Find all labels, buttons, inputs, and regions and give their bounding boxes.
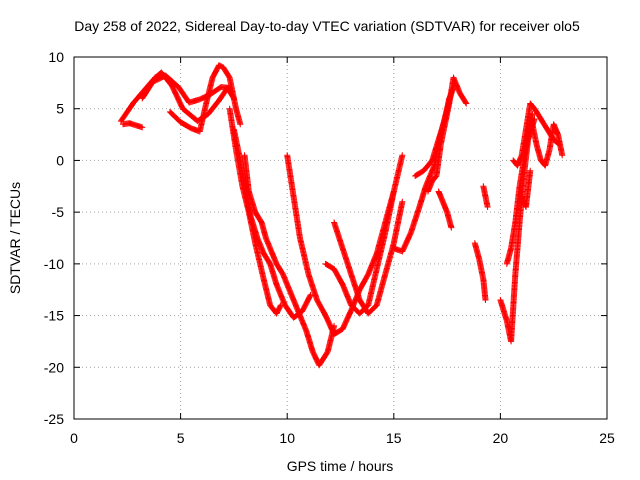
data-series xyxy=(424,74,470,195)
data-series xyxy=(471,240,489,304)
data-points xyxy=(117,62,566,369)
data-point xyxy=(484,203,491,210)
data-point xyxy=(527,167,534,174)
x-tick-label: 25 xyxy=(599,430,615,446)
x-tick-label: 0 xyxy=(70,430,78,446)
axis-ticks: 0 5 10 15 20 25 -25 -20 -15 -10 -5 0 5 10 xyxy=(44,49,615,446)
x-axis-label: GPS time / hours xyxy=(287,458,394,474)
data-point xyxy=(462,99,469,106)
data-series xyxy=(120,120,146,131)
data-point xyxy=(277,303,284,310)
y-tick-label: 10 xyxy=(48,49,64,65)
data-point xyxy=(448,224,455,231)
data-series xyxy=(518,167,534,210)
y-tick-label: 5 xyxy=(56,101,64,117)
data-series xyxy=(331,198,406,317)
y-tick-label: -25 xyxy=(44,411,64,427)
data-point xyxy=(139,124,146,131)
data-series xyxy=(497,116,538,345)
data-point xyxy=(399,152,406,159)
chart-title: Day 258 of 2022, Sidereal Day-to-day VTE… xyxy=(74,18,580,34)
x-tick-label: 10 xyxy=(279,430,295,446)
data-series xyxy=(117,69,237,125)
data-point xyxy=(482,297,489,304)
plot-frame xyxy=(73,56,608,420)
data-point xyxy=(399,198,406,205)
x-tick-label: 20 xyxy=(493,430,509,446)
data-series xyxy=(529,121,566,169)
x-tick-label: 5 xyxy=(177,430,185,446)
data-series xyxy=(435,188,455,231)
y-tick-label: -15 xyxy=(44,308,64,324)
y-tick-label: -20 xyxy=(44,359,64,375)
x-tick-label: 15 xyxy=(386,430,402,446)
y-tick-label: -5 xyxy=(52,204,65,220)
y-tick-label: 0 xyxy=(56,152,64,168)
y-axis-label: SDTVAR / TECUs xyxy=(7,182,23,294)
y-tick-label: -10 xyxy=(44,256,64,272)
data-point xyxy=(559,152,566,159)
data-point xyxy=(463,100,470,107)
data-point xyxy=(237,121,244,128)
data-series xyxy=(166,62,244,135)
data-point xyxy=(307,292,314,299)
data-series xyxy=(322,152,406,317)
data-series xyxy=(480,183,491,210)
data-series xyxy=(230,126,314,321)
data-series xyxy=(139,72,233,106)
